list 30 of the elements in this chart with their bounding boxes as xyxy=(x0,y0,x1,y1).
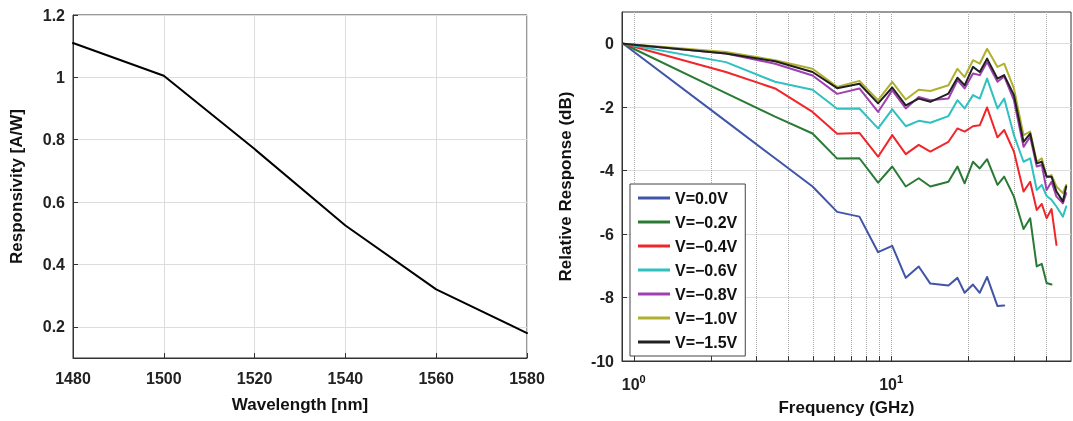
line-series xyxy=(72,42,528,335)
y-tick-label: 1.2 xyxy=(42,6,66,24)
y-tick-label: -8 xyxy=(599,289,615,307)
y-axis-title: Relative Response (dB) xyxy=(556,91,575,282)
x-tick-label: 1580 xyxy=(509,369,545,387)
y-tick-label: 0.8 xyxy=(42,131,66,149)
y-tick-label: 0.2 xyxy=(42,318,66,336)
legend-label: V=−1.0V xyxy=(675,309,738,327)
x-tick-label: 1540 xyxy=(327,369,364,387)
y-tick-label: -10 xyxy=(590,352,615,370)
y-tick-label: 0.4 xyxy=(42,255,66,273)
legend-label: V=−0.8V xyxy=(675,285,738,303)
x-axis-title: Wavelength [nm] xyxy=(231,395,369,414)
legend-label: V=−0.4V xyxy=(675,237,738,255)
x-tick-label: 1500 xyxy=(146,369,182,387)
y-tick-label: -2 xyxy=(599,98,615,116)
y-tick-label: 0.6 xyxy=(42,193,66,211)
legend-label: V=0.0V xyxy=(675,189,729,207)
legend-label: V=−0.2V xyxy=(675,213,738,231)
x-tick-label: 1560 xyxy=(418,369,455,387)
y-tick-label: -4 xyxy=(599,162,615,180)
y-axis-title: Responsivity [A/W] xyxy=(7,109,26,264)
x-tick-label: 1520 xyxy=(236,369,273,387)
legend-label: V=−0.6V xyxy=(675,261,738,279)
y-tick-label: -6 xyxy=(599,225,615,243)
legend-label: V=−1.5V xyxy=(675,333,738,351)
x-axis-title: Frequency (GHz) xyxy=(778,398,915,417)
x-tick-label: 1480 xyxy=(55,369,91,387)
y-tick-label: 0 xyxy=(605,35,615,53)
y-tick-label: 1 xyxy=(56,68,66,86)
